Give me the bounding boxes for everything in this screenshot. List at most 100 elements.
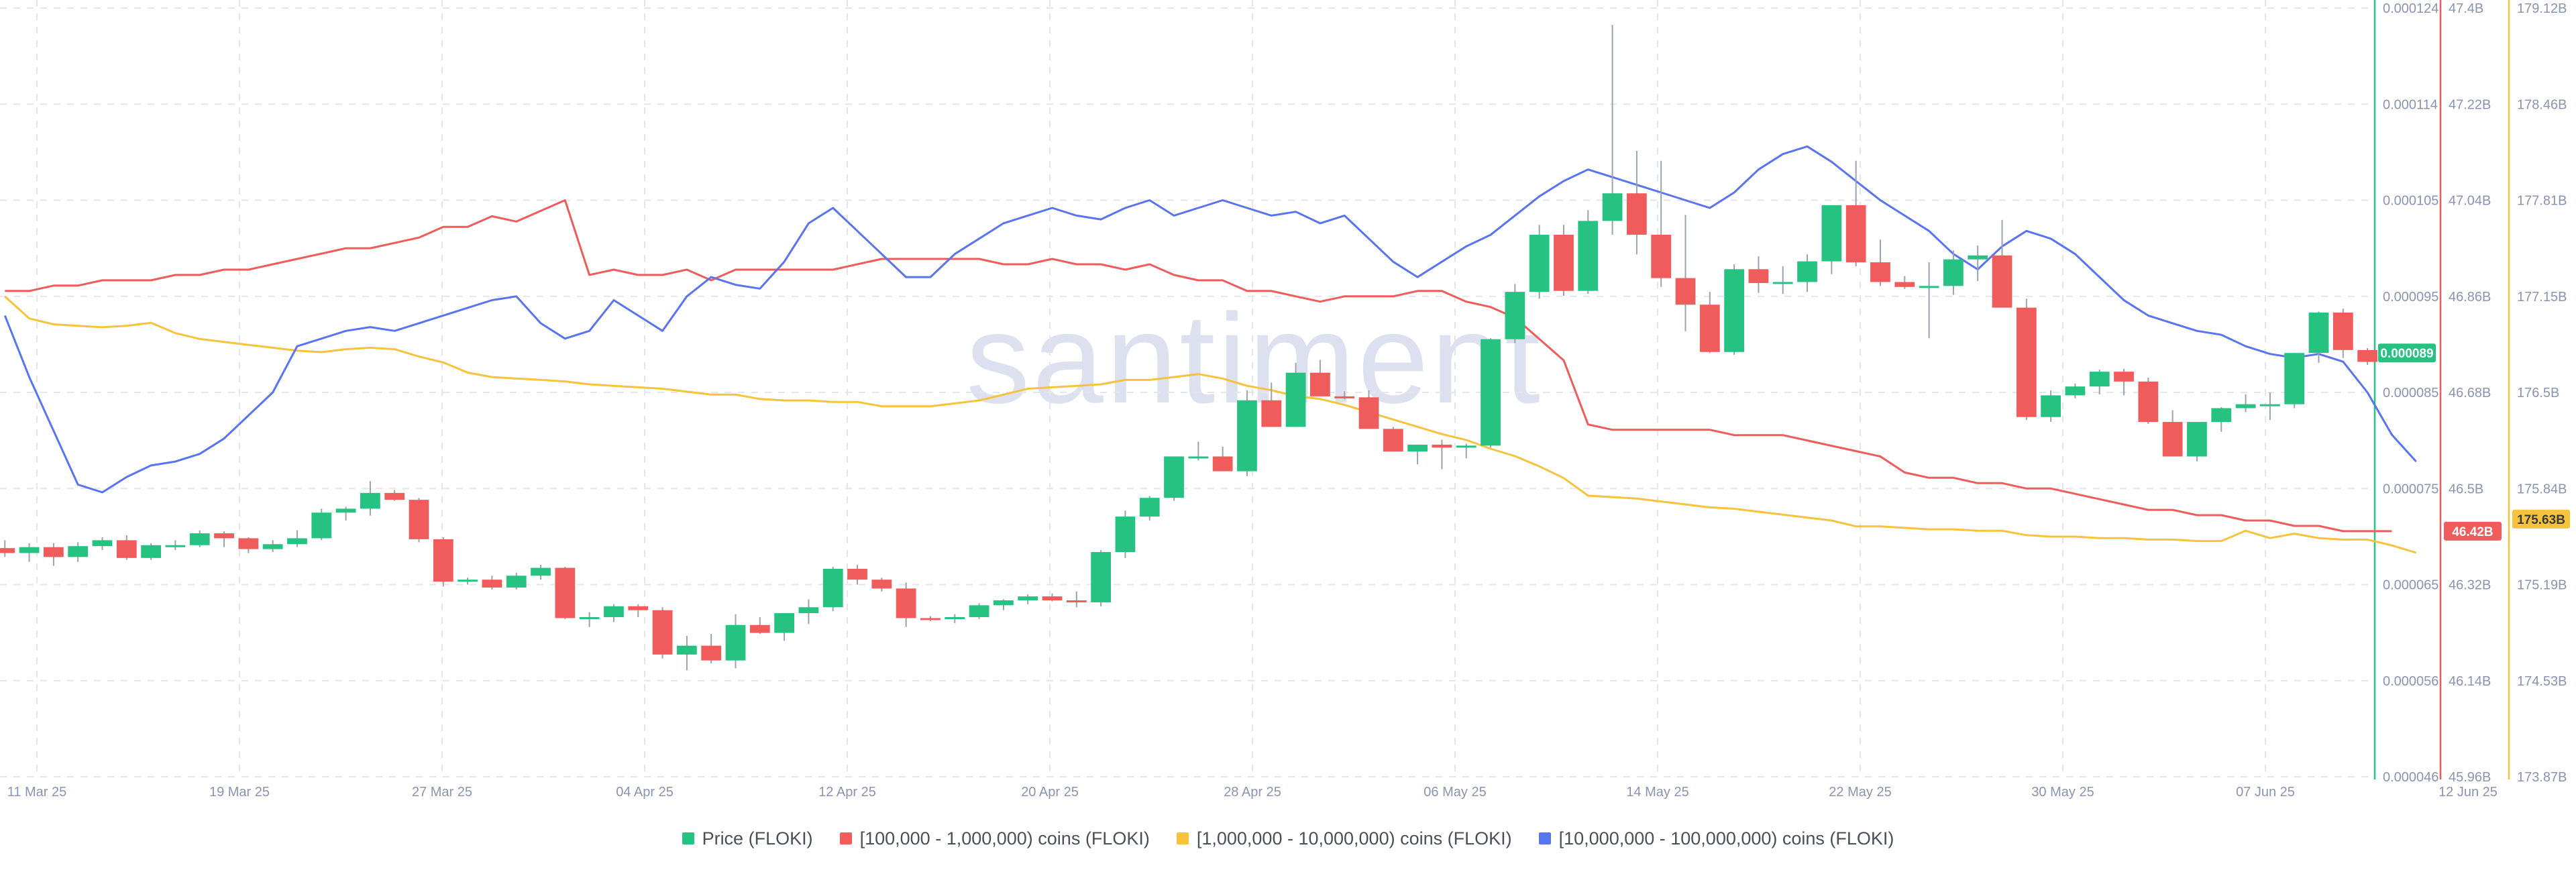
- x-tick-label: 11 Mar 25: [7, 785, 67, 800]
- y-tick-label: 0.000075: [2383, 482, 2438, 496]
- candle-body: [116, 540, 137, 558]
- candle-body: [2308, 312, 2329, 353]
- y-tick-label: 47.22B: [2449, 97, 2491, 112]
- candle-body: [141, 545, 161, 558]
- candle-body: [92, 540, 113, 547]
- candle-body: [1432, 444, 1452, 448]
- candle-body: [2065, 386, 2086, 396]
- y-tick-label: 0.000056: [2383, 674, 2438, 689]
- y-tick-label: 0.000085: [2383, 386, 2438, 400]
- candle-body: [2187, 422, 2207, 457]
- candle-body: [1845, 205, 1866, 263]
- y-tick-label: 176.5B: [2517, 386, 2559, 400]
- y-tick-label: 174.53B: [2517, 674, 2567, 689]
- legend-item-10m-100m[interactable]: [10,000,000 - 100,000,000) coins (FLOKI): [1538, 828, 1894, 849]
- x-tick-label: 20 Apr 25: [1021, 785, 1079, 800]
- badge-1m-10m-label: 175.63B: [2517, 513, 2565, 527]
- candle-body: [1481, 339, 1501, 446]
- candle-body: [628, 606, 649, 610]
- x-tick-label: 14 May 25: [1626, 785, 1688, 800]
- y-tick-label: 46.68B: [2449, 386, 2491, 400]
- legend-item-1m-10m[interactable]: [1,000,000 - 10,000,000) coins (FLOKI): [1176, 828, 1512, 849]
- y-axes: 0.000124 0.000114 0.000105 0.000095 0.000085…: [2373, 0, 2567, 785]
- candle-body: [43, 547, 64, 557]
- candle-body: [531, 567, 551, 576]
- series-line-100k-1m: [5, 199, 2392, 533]
- candle-body: [287, 538, 307, 545]
- candle-body: [1212, 456, 1233, 472]
- legend-swatch: [839, 832, 852, 844]
- candle-body: [555, 567, 576, 618]
- candle-body: [1943, 259, 1964, 286]
- candle-body: [822, 568, 843, 608]
- legend-item-100k-1m[interactable]: [100,000 - 1,000,000) coins (FLOKI): [839, 828, 1150, 849]
- x-tick-label: 19 Mar 25: [209, 785, 270, 800]
- candle-body: [433, 539, 453, 582]
- x-tick-label: 07 Jun 25: [2236, 785, 2295, 800]
- candle-body: [1529, 234, 1550, 292]
- candle-body: [360, 492, 380, 509]
- candle-body: [1919, 286, 1939, 288]
- candle-body: [1821, 205, 1842, 262]
- y-tick-label: 175.84B: [2517, 482, 2567, 496]
- candle-body: [1505, 292, 1525, 339]
- candle-body: [165, 545, 186, 547]
- x-tick-label: 22 May 25: [1829, 785, 1891, 800]
- badge-1m-10m: [2512, 509, 2570, 529]
- badge-100k-1m-label: 46.42B: [2452, 525, 2493, 539]
- candle-body: [2284, 353, 2305, 404]
- candles: [0, 24, 2377, 671]
- candle-body: [238, 538, 259, 549]
- candle-body: [1188, 456, 1209, 459]
- candle-body: [311, 512, 332, 539]
- candle-body: [725, 624, 746, 661]
- x-tick-label: 12 Jun 25: [2438, 785, 2498, 800]
- candle-body: [701, 645, 722, 661]
- candle-body: [2332, 312, 2353, 350]
- candle-body: [214, 533, 234, 539]
- candle-body: [2016, 307, 2037, 417]
- candle-body: [2211, 408, 2232, 423]
- candle-body: [871, 580, 892, 589]
- legend-label: [100,000 - 1,000,000) coins (FLOKI): [859, 828, 1150, 849]
- candle-body: [1724, 269, 1744, 352]
- badge-100k-1m: [2444, 521, 2502, 541]
- candle-body: [1309, 372, 1330, 396]
- series-line-1m-10m: [4, 295, 2417, 554]
- legend-label: Price (FLOKI): [702, 828, 813, 849]
- value-badges: 0.000089 46.42B 175.63B: [2378, 343, 2570, 541]
- candle-body: [1968, 255, 1988, 260]
- candle-body: [1772, 282, 1793, 284]
- candle-body: [1358, 397, 1379, 429]
- candle-body: [1261, 400, 1282, 427]
- candle-body: [896, 588, 916, 618]
- candle-body: [945, 616, 965, 619]
- candle-body: [1870, 262, 1890, 282]
- candle-body: [2089, 372, 2110, 387]
- y-tick-label: 0.000095: [2383, 290, 2438, 305]
- x-tick-label: 04 Apr 25: [616, 785, 674, 800]
- candle-body: [1675, 278, 1696, 305]
- badge-price-label: 0.000089: [2380, 347, 2433, 361]
- candle-body: [993, 600, 1014, 606]
- legend-item-price[interactable]: Price (FLOKI): [682, 828, 813, 849]
- candle-body: [458, 580, 478, 582]
- legend-swatch: [1538, 832, 1551, 844]
- y-tick-label: 46.32B: [2449, 578, 2491, 593]
- legend-label: [10,000,000 - 100,000,000) coins (FLOKI): [1558, 828, 1894, 849]
- candle-body: [1407, 444, 1428, 452]
- candle-body: [2041, 395, 2061, 417]
- candle-body: [652, 610, 673, 655]
- candle-body: [68, 546, 89, 557]
- candle-body: [1018, 596, 1038, 601]
- x-tick-label: 06 May 25: [1424, 785, 1486, 800]
- candle-body: [2235, 404, 2256, 408]
- candle-body: [262, 544, 283, 549]
- y-tick-label: 0.000114: [2383, 97, 2438, 112]
- candle-body: [579, 616, 600, 619]
- candle-body: [798, 607, 819, 614]
- chart-svg: santiment 11 Mar 25 19 Mar 25 27 Mar 25 04 …: [0, 0, 2570, 800]
- y-tick-label: 0.000105: [2383, 194, 2438, 209]
- candle-body: [749, 624, 770, 633]
- candle-body: [1578, 221, 1599, 291]
